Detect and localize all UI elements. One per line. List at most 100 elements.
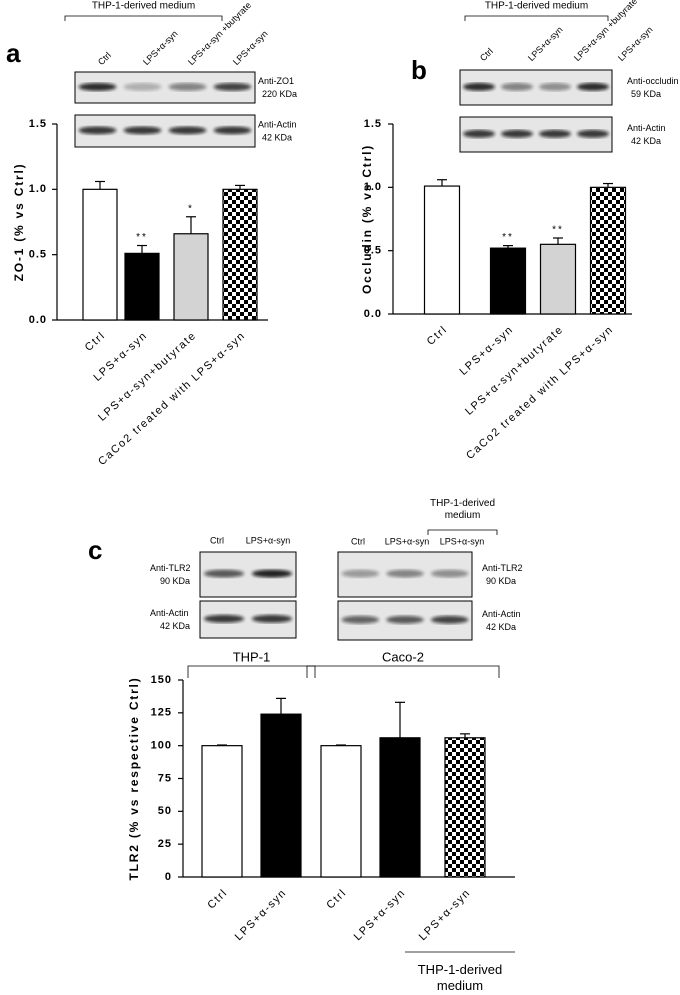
error-bar — [235, 184, 245, 190]
x-tick-label: LPS+α-syn — [352, 887, 408, 943]
error-bar — [460, 733, 470, 738]
size-label: 42 KDa — [486, 622, 516, 632]
bracket — [427, 529, 498, 535]
blot-band — [213, 126, 252, 135]
x-tick-label: LPS+α-syn — [417, 887, 473, 943]
lane-label: Ctrl — [210, 535, 224, 545]
y-axis-label: TLR2 (% vs respective Ctrl) — [127, 677, 141, 881]
antibody-label: Anti-TLR2 — [482, 563, 523, 573]
bar — [320, 745, 362, 878]
blot-band — [251, 614, 293, 623]
group-bracket — [187, 665, 316, 678]
x-tick-label: LPS+α-syn+butyrate — [96, 329, 199, 423]
antibody-label: Anti-ZO1 — [258, 76, 294, 86]
lane-label: LPS+α-syn — [526, 25, 565, 64]
blot-band — [430, 615, 469, 624]
y-tick-label: 1.5 — [29, 118, 47, 130]
error-bar — [217, 744, 227, 746]
bar — [589, 186, 627, 315]
lane-label: LPS+α-syn — [440, 536, 484, 546]
error-bar — [553, 237, 563, 245]
blot-band — [577, 82, 609, 91]
blot-band — [463, 82, 495, 91]
size-label: 42 KDa — [631, 136, 661, 146]
lane-label: LPS+α-syn — [385, 536, 429, 546]
bracket — [464, 15, 609, 21]
antibody-label: Anti-TLR2 — [150, 563, 191, 573]
antibody-label: Anti-Actin — [258, 119, 297, 129]
significance: ** — [136, 232, 148, 243]
blot-band — [251, 569, 293, 578]
significance: ** — [502, 232, 514, 243]
blot-band — [430, 569, 469, 578]
bar — [260, 713, 302, 878]
group-label: THP-1 — [233, 649, 271, 664]
blot-header: THP-1-derived medium — [485, 1, 588, 12]
blot-header: THP-1-derived medium — [429, 498, 496, 521]
error-bar — [336, 744, 346, 746]
lane-label: Ctrl — [351, 536, 365, 546]
y-tick-label: 0.5 — [29, 249, 47, 261]
group-label: Caco-2 — [382, 649, 424, 664]
blot-band — [78, 126, 117, 135]
size-label: 220 KDa — [262, 89, 297, 99]
antibody-label: Anti-Actin — [627, 123, 666, 133]
x-tick-label: Ctrl — [83, 329, 108, 353]
lane-label: Ctrl — [96, 50, 113, 67]
blot-band — [539, 82, 571, 91]
bar — [222, 188, 258, 321]
bar — [173, 233, 209, 321]
x-tick-label: Ctrl — [425, 323, 450, 347]
blot-band — [123, 82, 162, 91]
panel-label: b — [411, 55, 427, 85]
blot-band — [123, 126, 162, 135]
x-tick-label: LPS+α-syn+butyrate — [463, 323, 566, 417]
blot-band — [463, 129, 495, 138]
error-bar — [186, 216, 196, 234]
size-label: 42 KDa — [262, 132, 292, 142]
y-tick-label: 75 — [158, 772, 172, 784]
blot-header: THP-1-derived medium — [92, 1, 195, 12]
lane-label: LPS+α-syn — [246, 535, 290, 545]
bar — [423, 185, 461, 315]
bar — [124, 252, 160, 321]
bar — [489, 247, 527, 315]
antibody-label: Anti-Actin — [150, 608, 189, 618]
significance: ** — [552, 225, 564, 236]
y-tick-label: 125 — [151, 707, 172, 719]
bar — [379, 737, 421, 878]
error-bar — [95, 180, 105, 190]
blot-band — [341, 569, 380, 578]
panel-label: c — [88, 535, 102, 565]
lane-label: Ctrl — [478, 46, 495, 63]
size-label: 90 KDa — [486, 576, 516, 586]
y-tick-label: 100 — [151, 740, 172, 752]
y-tick-label: 25 — [158, 838, 172, 850]
significance: * — [188, 203, 194, 214]
y-axis-label: ZO-1 (% vs Ctrl) — [12, 163, 26, 282]
x-tick-label: Ctrl — [324, 887, 349, 912]
y-tick-label: 0.0 — [364, 308, 382, 320]
error-bar — [437, 179, 447, 187]
blot-band — [213, 82, 252, 91]
y-axis-label: Occludin (% vs Ctrl) — [360, 144, 374, 294]
antibody-label: Anti-Actin — [482, 609, 521, 619]
group-bracket — [306, 665, 500, 678]
blot-band — [168, 82, 207, 91]
error-bar — [137, 244, 147, 254]
blot-band — [386, 569, 424, 578]
y-tick-label: 1.5 — [364, 118, 382, 130]
antibody-label: Anti-occludin — [627, 76, 679, 86]
x-tick-label: LPS+α-syn — [233, 887, 289, 943]
blot-band — [203, 569, 245, 578]
y-tick-label: 1.0 — [364, 181, 382, 193]
blot-band — [78, 82, 117, 91]
bracket — [64, 15, 223, 21]
bar — [444, 737, 486, 878]
blot-band — [203, 614, 245, 623]
size-label: 90 KDa — [160, 576, 190, 586]
blot-band — [539, 129, 571, 138]
size-label: 59 KDa — [631, 89, 661, 99]
